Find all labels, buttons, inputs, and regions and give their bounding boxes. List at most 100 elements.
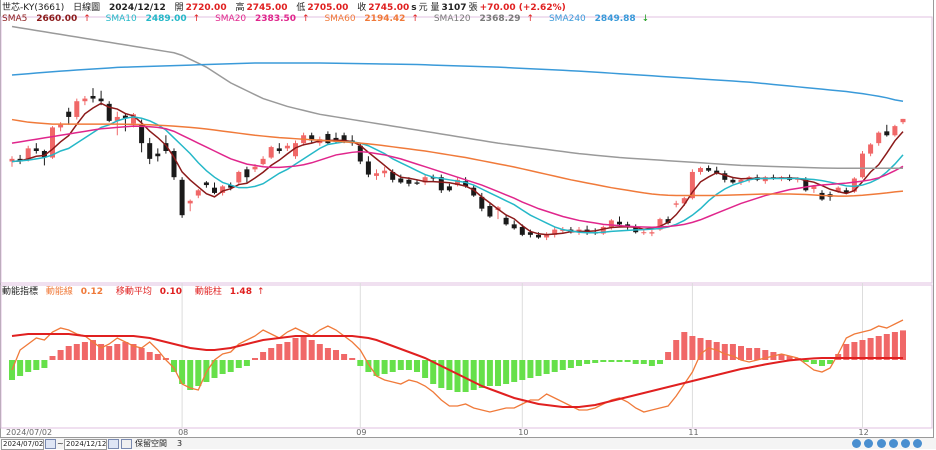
zoom-out-icon[interactable] <box>889 439 898 448</box>
mom-line-label: 動能線 <box>45 287 73 297</box>
momentum-bar <box>713 342 720 360</box>
sma20-arrow: ↑ <box>302 14 310 24</box>
candle-body <box>163 143 169 151</box>
candle-body <box>179 179 185 216</box>
candle-body <box>600 226 606 234</box>
candle-body <box>900 118 906 123</box>
momentum-bar <box>827 360 834 364</box>
candle-body <box>471 187 477 196</box>
price-header: 世芯-KY(3661) 日線圖 2024/12/12 開 2720.00 高 274… <box>2 1 572 15</box>
zoom-in-icon[interactable] <box>877 439 886 448</box>
momentum-bar <box>357 360 364 366</box>
momentum-bar <box>883 334 890 360</box>
candle-body <box>212 187 217 193</box>
mom-bar-label: 動能柱 <box>194 287 222 297</box>
scroll-right-icon[interactable] <box>864 439 873 448</box>
momentum-bar <box>49 356 56 360</box>
candle-body <box>527 232 533 235</box>
candle-body <box>665 219 671 224</box>
candle-body <box>357 145 363 162</box>
candle-body <box>698 168 703 172</box>
scroll-left-icon[interactable] <box>852 439 861 448</box>
stock-name: 世芯-KY(3661) <box>2 3 65 13</box>
reset-view-icon[interactable] <box>901 439 910 448</box>
momentum-bar <box>762 350 769 360</box>
candle-body <box>884 131 890 136</box>
candle-body <box>171 151 177 178</box>
momentum-bar <box>405 360 412 370</box>
close-label: 收 <box>357 3 367 13</box>
settings-icon[interactable] <box>913 439 922 448</box>
momentum-bar <box>802 360 809 362</box>
momentum-bar <box>657 360 663 364</box>
momentum-bar <box>616 360 623 362</box>
momentum-bar <box>138 348 145 360</box>
candle-body <box>811 186 817 189</box>
momentum-bar <box>519 360 526 380</box>
candle-body <box>284 145 290 149</box>
momentum-bar <box>349 358 356 360</box>
momentum-bar <box>900 330 906 360</box>
momentum-bar <box>648 360 655 366</box>
momentum-bar <box>114 344 121 360</box>
momentum-bar <box>430 360 437 384</box>
candle-body <box>203 182 209 186</box>
momentum-bar <box>503 360 510 384</box>
candle-body <box>641 232 647 234</box>
momentum-bar <box>673 340 680 360</box>
momentum-bar <box>300 336 307 360</box>
indicator-name: 動能指標 <box>2 287 39 297</box>
candle-body <box>187 200 193 204</box>
momentum-bar <box>130 344 137 360</box>
momentum-bar <box>333 350 339 360</box>
momentum-line <box>11 319 904 413</box>
momentum-bar <box>851 342 858 360</box>
momentum-bar <box>729 344 736 360</box>
momentum-bar <box>527 360 534 378</box>
low-label: 低 <box>296 3 306 13</box>
momentum-bar <box>478 360 485 388</box>
candle-body <box>122 115 128 119</box>
x-tick-label: 11 <box>688 428 699 437</box>
sma5-label: SMA5 <box>2 14 28 24</box>
date-from-picker-button[interactable] <box>45 439 56 449</box>
x-tick-label: 10 <box>518 428 529 437</box>
ma-legend: SMA5 2660.00 ↑ SMA10 2489.00 ↑ SMA20 2383.… <box>2 12 661 26</box>
candle-body <box>681 198 687 204</box>
momentum-bar <box>875 336 882 360</box>
mom-avg-label: 移動平均 <box>115 287 152 297</box>
momentum-bar <box>819 360 825 366</box>
momentum-bar <box>721 344 728 360</box>
candle-body <box>276 148 282 151</box>
sma10-arrow: ↑ <box>192 14 201 24</box>
change-value: +70.00 (+2.62%) <box>479 3 566 13</box>
candle-body <box>58 124 64 128</box>
momentum-bar <box>511 360 518 382</box>
price-pane-frame <box>0 16 933 284</box>
momentum-bar <box>665 352 672 360</box>
momentum-bar <box>57 350 64 360</box>
candle-body <box>544 234 550 238</box>
candle-body <box>33 148 39 151</box>
date-from-input[interactable]: 2024/07/02 <box>1 439 44 450</box>
date-to-picker-button[interactable] <box>108 439 119 449</box>
mom-line-value: 0.12 <box>80 287 103 297</box>
momentum-bar <box>810 360 817 364</box>
momentum-bar <box>373 360 380 376</box>
candle-body <box>106 103 112 121</box>
momentum-bar <box>843 344 850 360</box>
date-to-input[interactable]: 2024/12/12 <box>64 439 107 450</box>
keep-space-value[interactable]: 3 <box>177 439 183 448</box>
candle-body <box>374 173 379 176</box>
candle-body <box>803 179 809 191</box>
candle-body <box>843 190 849 193</box>
candle-body <box>98 98 104 102</box>
candle-body <box>673 203 679 205</box>
apply-range-button[interactable] <box>121 439 132 449</box>
x-tick-label: 2024/07/02 <box>6 428 53 437</box>
momentum-bar <box>397 360 404 370</box>
momentum-bar <box>243 360 250 366</box>
momentum-bar <box>738 346 744 360</box>
ma-line-sma240 <box>11 62 904 102</box>
momentum-bar <box>211 360 218 378</box>
